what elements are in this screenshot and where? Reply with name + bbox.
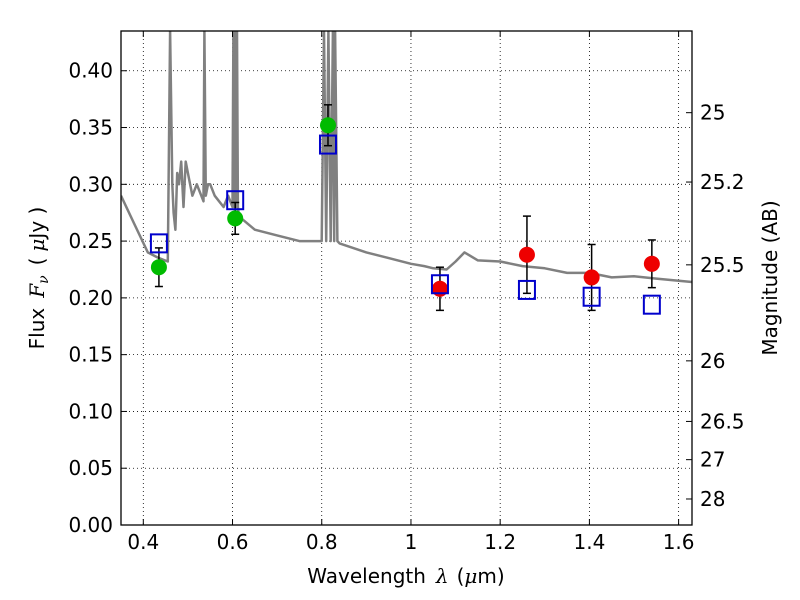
model-point xyxy=(318,134,337,155)
error-bars xyxy=(154,104,656,312)
y2-tick-label: 25 xyxy=(700,101,725,125)
y2-tick-label: 26.5 xyxy=(700,409,745,433)
y-axis-ticks: 0.00 0.05 0.10 0.15 0.20 0.25 0.30 0.35 0.40 xyxy=(68,59,127,537)
x-tick-label: 0.4 xyxy=(127,530,159,554)
y-tick-label: 0.00 xyxy=(68,513,113,537)
y-tick-label: 0.05 xyxy=(68,456,113,480)
x-tick-label: 0.8 xyxy=(306,530,338,554)
y-tick-label: 0.30 xyxy=(68,172,113,196)
model-spectrum xyxy=(121,31,692,284)
data-point xyxy=(518,246,535,263)
model-point xyxy=(642,294,661,315)
data-point xyxy=(431,280,448,297)
model-point xyxy=(226,190,245,211)
data-point xyxy=(583,269,600,286)
x-tick-label: 1.6 xyxy=(663,530,695,554)
data-point xyxy=(150,259,167,276)
y-tick-label: 0.40 xyxy=(68,59,113,83)
y2-tick-label: 25.5 xyxy=(700,253,745,277)
y-tick-label: 0.20 xyxy=(68,286,113,310)
y-tick-label: 0.15 xyxy=(68,343,113,367)
x-tick-label: 0.6 xyxy=(217,530,249,554)
model-point xyxy=(149,233,168,254)
y-tick-label: 0.25 xyxy=(68,229,113,253)
y-tick-label: 0.35 xyxy=(68,116,113,140)
model-point xyxy=(582,286,601,307)
x-tick-label: 1 xyxy=(405,530,418,554)
y2-tick-label: 26 xyxy=(700,349,725,373)
plot-frame xyxy=(120,30,693,526)
y2-tick-label: 25.2 xyxy=(700,170,745,194)
x-axis-label: Wavelength λ (μm) xyxy=(307,564,504,588)
y2-tick-label: 28 xyxy=(700,487,725,511)
y-tick-label: 0.10 xyxy=(68,399,113,423)
data-markers xyxy=(149,117,661,315)
model-point xyxy=(517,279,536,300)
spectrum-line xyxy=(121,31,692,284)
x-tick-label: 1.4 xyxy=(573,530,605,554)
y2-axis-ticks: 25 25.2 25.5 26 26.5 27 28 xyxy=(686,101,745,511)
x-axis-ticks: 0.4 0.6 0.8 1 1.2 1.4 1.6 xyxy=(127,31,695,554)
data-point xyxy=(643,255,660,272)
data-point xyxy=(319,117,336,134)
x-tick-label: 1.2 xyxy=(484,530,516,554)
y-axis-label: FluxFν(μJy ) xyxy=(25,207,52,350)
grid xyxy=(121,31,692,526)
model-point xyxy=(430,274,449,295)
y2-axis-label: Magnitude (AB) xyxy=(758,200,782,355)
data-point xyxy=(227,210,244,227)
y2-tick-label: 27 xyxy=(700,448,725,472)
